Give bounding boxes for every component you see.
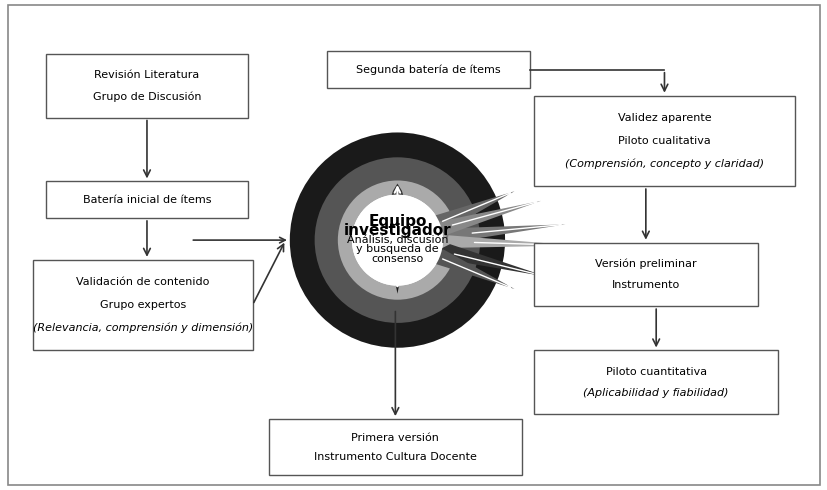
Text: (Relevancia, comprensión y dimensión): (Relevancia, comprensión y dimensión): [32, 322, 253, 333]
Text: Piloto cualitativa: Piloto cualitativa: [617, 136, 710, 146]
Ellipse shape: [289, 132, 504, 348]
Polygon shape: [425, 201, 540, 234]
Text: Validación de contenido: Validación de contenido: [76, 277, 209, 287]
Text: Versión preliminar: Versión preliminar: [595, 259, 696, 269]
Text: Análisis, discusión: Análisis, discusión: [347, 235, 447, 245]
FancyBboxPatch shape: [33, 260, 252, 350]
FancyBboxPatch shape: [533, 243, 757, 306]
FancyBboxPatch shape: [327, 51, 529, 88]
Text: Primera versión: Primera versión: [351, 433, 439, 443]
FancyBboxPatch shape: [269, 419, 521, 475]
FancyBboxPatch shape: [533, 96, 794, 186]
Polygon shape: [380, 255, 414, 294]
Text: consenso: consenso: [370, 254, 423, 264]
Text: Batería inicial de ítems: Batería inicial de ítems: [83, 195, 211, 205]
Text: Grupo de Discusión: Grupo de Discusión: [93, 91, 201, 101]
Ellipse shape: [351, 195, 442, 286]
Polygon shape: [445, 235, 574, 248]
Polygon shape: [382, 184, 412, 225]
Text: (Comprensión, concepto y claridad): (Comprensión, concepto y claridad): [564, 158, 763, 169]
Text: Instrumento: Instrumento: [611, 280, 679, 290]
Polygon shape: [439, 224, 565, 243]
Polygon shape: [413, 191, 514, 231]
Ellipse shape: [314, 157, 480, 323]
FancyBboxPatch shape: [45, 181, 248, 218]
FancyBboxPatch shape: [45, 54, 248, 118]
Ellipse shape: [351, 195, 442, 286]
FancyBboxPatch shape: [533, 350, 777, 414]
Text: Grupo expertos: Grupo expertos: [99, 300, 186, 310]
Text: Validez aparente: Validez aparente: [617, 113, 710, 123]
Ellipse shape: [337, 180, 457, 300]
Text: (Aplicabilidad y fiabilidad): (Aplicabilidad y fiabilidad): [583, 388, 728, 398]
Text: Segunda batería de ítems: Segunda batería de ítems: [356, 65, 500, 75]
Text: investigador: investigador: [343, 223, 451, 238]
Text: Instrumento Cultura Docente: Instrumento Cultura Docente: [313, 451, 476, 462]
Text: y busqueda de: y busqueda de: [356, 245, 438, 254]
Text: Revisión Literatura: Revisión Literatura: [94, 70, 199, 80]
Polygon shape: [415, 249, 514, 289]
Text: Equipo: Equipo: [368, 214, 426, 229]
Polygon shape: [426, 244, 546, 277]
Text: Piloto cuantitativa: Piloto cuantitativa: [605, 367, 706, 377]
